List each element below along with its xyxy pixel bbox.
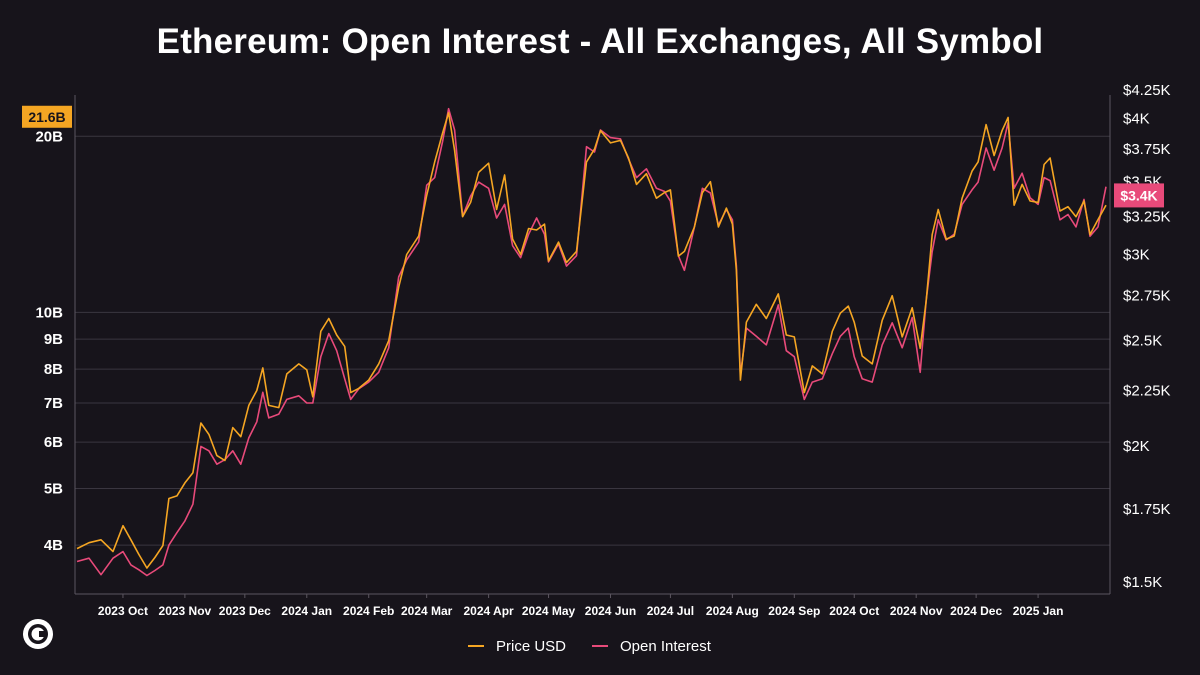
x-tick-label: 2023 Oct (98, 604, 148, 618)
oi-current-badge-label: 21.6B (28, 109, 65, 125)
current-value-badges: 21.6B $3.4K (22, 105, 1164, 208)
x-tick-label: 2024 Apr (463, 604, 514, 618)
axes: 4B 5B 6B 7B 8B 9B 10B 20B $1.5K $1.75K $2K $2.25K $2… (35, 82, 1170, 618)
coinglass-logo-icon (23, 619, 53, 649)
x-tick-label: 2024 Sep (768, 604, 820, 618)
legend-label: Price USD (496, 638, 566, 655)
y-right-tick-label: $1.5K (1123, 574, 1162, 591)
y-right-tick-label: $2.25K (1123, 382, 1171, 399)
x-tick-label: 2023 Dec (219, 604, 271, 618)
y-right-tick-label: $3K (1123, 247, 1150, 264)
legend-label: Open Interest (620, 638, 712, 655)
x-tick-label: 2024 Aug (706, 604, 759, 618)
y-right-tick-label: $2.5K (1123, 333, 1162, 350)
price-current-badge (1114, 183, 1164, 208)
y-right-tick-label: $4.25K (1123, 82, 1171, 99)
grid-lines (75, 135, 1110, 546)
x-tick-label: 2024 Jan (281, 604, 332, 618)
series-line-price-usd (76, 112, 1107, 569)
chart-title: Ethereum: Open Interest - All Exchanges,… (156, 22, 1044, 61)
x-tick-label: 2024 May (522, 604, 576, 618)
y-left-tick-label: 20B (35, 128, 63, 145)
x-tick-label: 2025 Jan (1013, 604, 1064, 618)
y-right-tick-label: $1.75K (1123, 501, 1171, 518)
y-left-tick-label: 10B (35, 304, 63, 321)
y-right-tick-label: $3.75K (1123, 141, 1171, 158)
x-tick-label: 2024 Dec (950, 604, 1002, 618)
x-tick-label: 2024 Feb (343, 604, 394, 618)
x-tick-label: 2024 Mar (401, 604, 453, 618)
y-right-tick-label: $3.25K (1123, 209, 1171, 226)
oi-current-badge (22, 105, 72, 128)
y-right-tick-label: $4K (1123, 111, 1150, 128)
x-tick-label: 2024 Oct (829, 604, 879, 618)
y-left-tick-label: 8B (44, 361, 63, 378)
x-tick-label: 2023 Nov (159, 604, 212, 618)
x-tick-label: 2024 Jul (647, 604, 694, 618)
y-right-tick-label: $2.75K (1123, 288, 1171, 305)
x-tick-label: 2024 Nov (890, 604, 943, 618)
series-lines (76, 107, 1107, 577)
y-left-tick-label: 6B (44, 434, 63, 451)
y-right-tick-label: $2K (1123, 438, 1150, 455)
y-left-tick-label: 9B (44, 331, 63, 348)
x-tick-label: 2024 Jun (585, 604, 636, 618)
legend: Price USD Open Interest (468, 638, 712, 655)
price-current-badge-label: $3.4K (1120, 187, 1157, 203)
series-line-open-interest (76, 107, 1107, 577)
y-left-tick-label: 5B (44, 480, 63, 497)
y-left-tick-label: 4B (44, 537, 63, 554)
y-left-tick-label: 7B (44, 395, 63, 412)
